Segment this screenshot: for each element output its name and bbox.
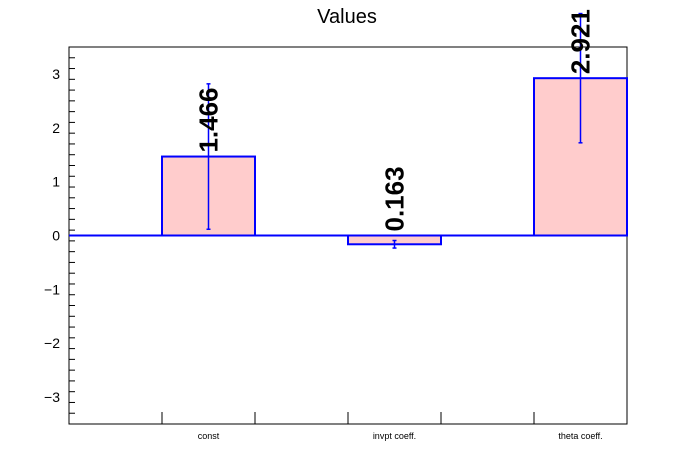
category-label: invpt coeff. (373, 431, 416, 441)
plot-axes: −3 −2 −1 0 1 2 3 const invpt coeff. theta coeff. (44, 46, 628, 441)
category-label: theta coeff. (558, 431, 602, 441)
y-tick-label: 2 (52, 120, 60, 136)
y-tick-label: 3 (52, 66, 60, 82)
data-labels-group: 1.466 0.163 2.921 (194, 9, 596, 231)
chart-title: Values (317, 6, 377, 28)
y-tick-label: 0 (52, 228, 60, 244)
y-tick-label: −1 (44, 281, 60, 297)
data-label: 1.466 (194, 87, 224, 152)
category-label: const (198, 431, 220, 441)
y-tick-label: 1 (52, 174, 60, 190)
bars-group (69, 12, 628, 249)
data-label: 2.921 (566, 9, 596, 74)
y-tick-label: −2 (44, 335, 60, 351)
y-tick-label: −3 (44, 389, 60, 405)
data-label: 0.163 (380, 166, 410, 231)
